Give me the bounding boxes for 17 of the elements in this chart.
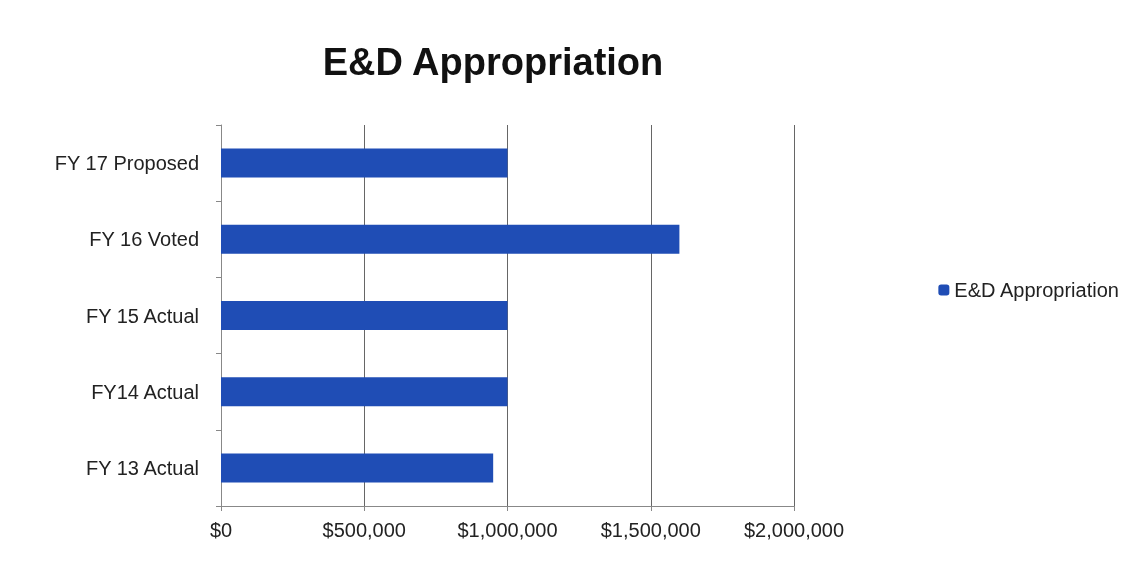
y-tick-label: FY14 Actual	[91, 380, 199, 403]
y-tick-label: FY 16 Voted	[89, 228, 199, 251]
y-tick-label: FY 17 Proposed	[54, 152, 199, 175]
x-tick-label: $2,000,000	[743, 519, 845, 541]
x-tick-label: $1,000,000	[457, 519, 558, 541]
x-tick-label: $500,000	[322, 519, 406, 541]
x-tick-label: $0	[209, 519, 233, 541]
y-tick-label: FY 15 Actual	[85, 304, 199, 327]
bar	[221, 148, 508, 178]
y-tick-label: FY 13 Actual	[85, 456, 199, 479]
legend-label: E&D Appropriation	[954, 279, 1119, 301]
bar	[221, 377, 508, 407]
x-tick-label: $1,500,000	[600, 519, 701, 541]
bar	[221, 453, 494, 483]
bar	[221, 301, 508, 330]
bar	[221, 224, 680, 254]
chart-title: E&D Appropriation	[322, 41, 664, 83]
